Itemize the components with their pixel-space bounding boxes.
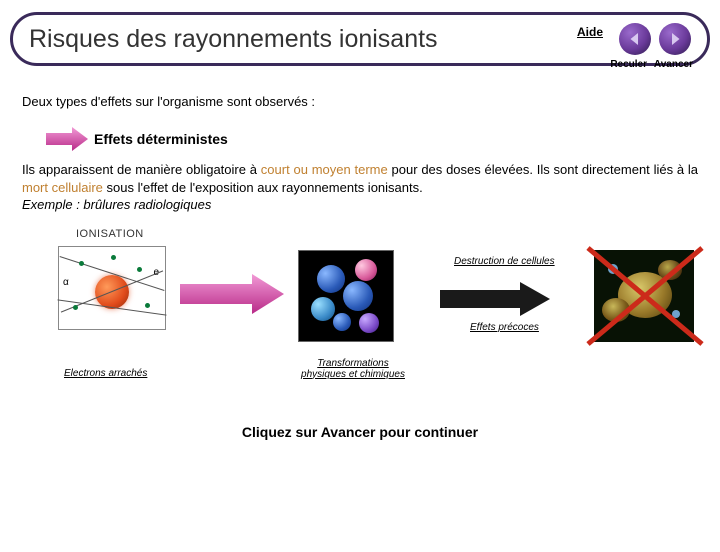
arrow-2-icon — [440, 282, 550, 316]
reculer-label: Reculer — [610, 59, 647, 70]
transformations-label: Transformations physiques et chimiques — [298, 358, 408, 380]
nav-group: Aide Reculer Avancer — [577, 23, 691, 55]
arrow-left-icon — [619, 23, 651, 55]
header-bar: Risques des rayonnements ionisants Aide … — [10, 12, 710, 66]
molecule-illustration — [298, 250, 394, 342]
alpha-label: α — [63, 277, 69, 288]
arrow-right-icon — [659, 23, 691, 55]
page-title: Risques des rayonnements ionisants — [29, 25, 438, 54]
body-highlight-2: mort cellulaire — [22, 180, 103, 195]
arrow-1-icon — [180, 274, 284, 314]
content-area: Deux types d'effets sur l'organisme sont… — [0, 66, 720, 440]
body-example: Exemple : brûlures radiologiques — [22, 197, 211, 212]
avancer-label: Avancer — [654, 59, 693, 70]
destruction-label: Destruction de cellules — [454, 256, 555, 267]
cell-illustration — [594, 250, 694, 342]
diagram-area: IONISATION α e Electrons arrachés — [22, 228, 698, 398]
footer-message: Cliquez sur Avancer pour continuer — [22, 424, 698, 440]
body-highlight-1: court ou moyen terme — [261, 162, 388, 177]
ionisation-label: IONISATION — [76, 228, 144, 240]
effets-precoces-label: Effets précoces — [470, 322, 539, 333]
section-header: Effets déterministes — [46, 127, 698, 151]
body-text-a: Ils apparaissent de manière obligatoire … — [22, 162, 261, 177]
atom-illustration: α e — [58, 246, 166, 330]
electrons-arraches-label: Electrons arrachés — [64, 368, 147, 379]
electron-label: e — [153, 267, 159, 278]
reculer-button[interactable]: Reculer — [619, 23, 651, 55]
intro-text: Deux types d'effets sur l'organisme sont… — [22, 94, 698, 109]
body-paragraph: Ils apparaissent de manière obligatoire … — [22, 161, 698, 214]
body-text-b: pour des doses élevées. Ils sont directe… — [388, 162, 698, 177]
bullet-arrow-icon — [46, 127, 88, 151]
avancer-button[interactable]: Avancer — [659, 23, 691, 55]
aide-link[interactable]: Aide — [577, 25, 603, 39]
section-title: Effets déterministes — [94, 131, 228, 147]
body-text-c: sous l'effet de l'exposition aux rayonne… — [103, 180, 423, 195]
